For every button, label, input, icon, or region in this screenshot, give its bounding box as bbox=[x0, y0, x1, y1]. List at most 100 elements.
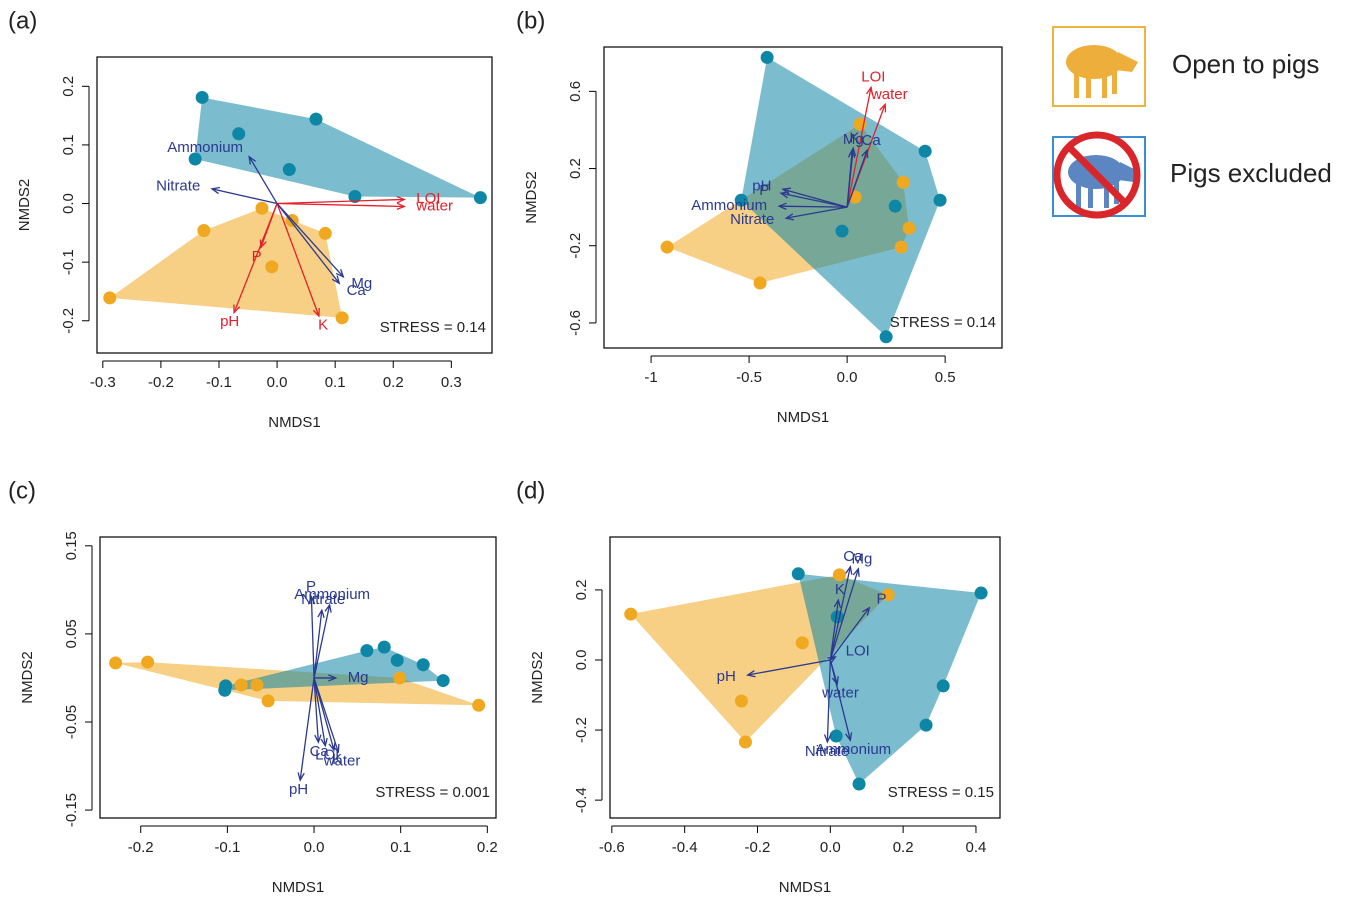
prohibit-sign bbox=[1066, 144, 1128, 206]
x-tick-label: 0.4 bbox=[966, 839, 987, 856]
point bbox=[974, 586, 988, 600]
arrow-label: Mg bbox=[851, 550, 872, 567]
point bbox=[360, 644, 374, 658]
point bbox=[255, 201, 269, 215]
y-tick-label: -0.2 bbox=[567, 233, 584, 259]
arrow-label: Ca bbox=[843, 548, 863, 565]
arrow bbox=[299, 677, 315, 781]
point bbox=[734, 193, 748, 207]
x-axis-title: NMDS1 bbox=[779, 879, 832, 896]
x-tick-label: 0.1 bbox=[390, 839, 411, 856]
y-axis-title: NMDS2 bbox=[523, 171, 540, 224]
arrow bbox=[313, 604, 331, 679]
arrow-label: Ca bbox=[347, 282, 367, 299]
stress-label: STRESS = 0.15 bbox=[888, 784, 994, 801]
point bbox=[472, 698, 486, 712]
point bbox=[918, 144, 932, 158]
point bbox=[835, 224, 849, 238]
arrow bbox=[780, 192, 848, 208]
arrow bbox=[313, 677, 320, 743]
arrow-label: water bbox=[870, 86, 908, 103]
arrow bbox=[846, 150, 853, 208]
arrow-head bbox=[320, 737, 328, 748]
point bbox=[309, 112, 323, 126]
arrow-head bbox=[324, 603, 332, 613]
stress-label: STRESS = 0.14 bbox=[890, 314, 996, 331]
x-tick-label: -0.1 bbox=[214, 839, 240, 856]
point bbox=[265, 260, 279, 274]
point bbox=[195, 90, 209, 104]
arrow-head bbox=[233, 304, 241, 315]
point bbox=[894, 240, 908, 254]
hull bbox=[224, 647, 444, 691]
plot-box bbox=[96, 56, 493, 354]
arrow-head bbox=[862, 606, 871, 616]
arrow-label: pH bbox=[289, 781, 308, 798]
arrow-label: water bbox=[323, 752, 361, 769]
point bbox=[852, 777, 866, 791]
point bbox=[881, 588, 895, 602]
arrow-head bbox=[831, 676, 839, 686]
arrow-head bbox=[861, 148, 869, 159]
arrow bbox=[277, 198, 405, 205]
arrow-label: P bbox=[306, 578, 316, 595]
arrow bbox=[313, 610, 323, 679]
arrow-label: Mg bbox=[351, 275, 372, 292]
arrow-head bbox=[259, 239, 267, 250]
arrow-head bbox=[852, 567, 860, 577]
arrow bbox=[276, 203, 344, 278]
arrow-head bbox=[845, 732, 853, 742]
arrow-head bbox=[827, 655, 837, 664]
arrow-head bbox=[314, 734, 322, 744]
hull bbox=[109, 208, 343, 318]
arrow bbox=[782, 188, 848, 208]
x-tick-label: -0.3 bbox=[90, 374, 116, 391]
arrow-label: Nitrate bbox=[156, 178, 200, 195]
arrow bbox=[747, 659, 831, 676]
arrow-label: P bbox=[876, 591, 886, 608]
arrow-label: LOI bbox=[416, 190, 440, 207]
arrow-head bbox=[335, 269, 345, 279]
arrow-head bbox=[784, 213, 795, 221]
point bbox=[829, 729, 843, 743]
arrow-head bbox=[210, 186, 221, 195]
arrow-label: pH bbox=[717, 668, 736, 685]
plot-box bbox=[99, 536, 497, 819]
arrow-head bbox=[865, 85, 874, 96]
arrow-head bbox=[779, 191, 790, 199]
y-tick-label: -0.1 bbox=[60, 249, 77, 275]
point bbox=[879, 330, 893, 344]
point bbox=[103, 291, 117, 305]
arrow-head bbox=[847, 148, 856, 159]
panel-label: (d) bbox=[516, 477, 545, 504]
arrow-label: LOI bbox=[861, 68, 885, 85]
arrow-label: Ca bbox=[310, 743, 330, 760]
point bbox=[335, 311, 349, 325]
panel: (a)AmmoniumNitrateLOIwaterPpHKMgCa-0.3-0… bbox=[8, 7, 493, 431]
arrow-label: K bbox=[849, 129, 859, 146]
arrow-head bbox=[879, 102, 887, 113]
y-tick-label: 0.2 bbox=[60, 76, 77, 97]
arrow-label: K bbox=[332, 751, 342, 768]
y-tick-label: 0.2 bbox=[573, 579, 590, 600]
arrow bbox=[829, 607, 870, 661]
prohibit-sign bbox=[1053, 131, 1141, 219]
arrow-head bbox=[297, 772, 305, 782]
arrow bbox=[276, 203, 340, 284]
x-tick-label: -0.2 bbox=[128, 839, 154, 856]
arrow-head bbox=[328, 742, 336, 752]
x-tick-label: -0.1 bbox=[206, 374, 232, 391]
x-axis-title: NMDS1 bbox=[268, 414, 321, 431]
y-tick-label: 0.6 bbox=[567, 81, 584, 102]
legend-label: Open to pigs bbox=[1172, 49, 1319, 79]
x-tick-label: -1 bbox=[644, 369, 657, 386]
y-tick-label: -0.6 bbox=[567, 310, 584, 336]
x-tick-label: 0.1 bbox=[325, 374, 346, 391]
y-tick-label: 0.05 bbox=[63, 619, 80, 648]
y-axis-title: NMDS2 bbox=[19, 651, 36, 704]
arrow-head bbox=[332, 743, 340, 754]
stress-label: STRESS = 0.14 bbox=[380, 319, 486, 336]
arrow-label: water bbox=[821, 685, 859, 702]
